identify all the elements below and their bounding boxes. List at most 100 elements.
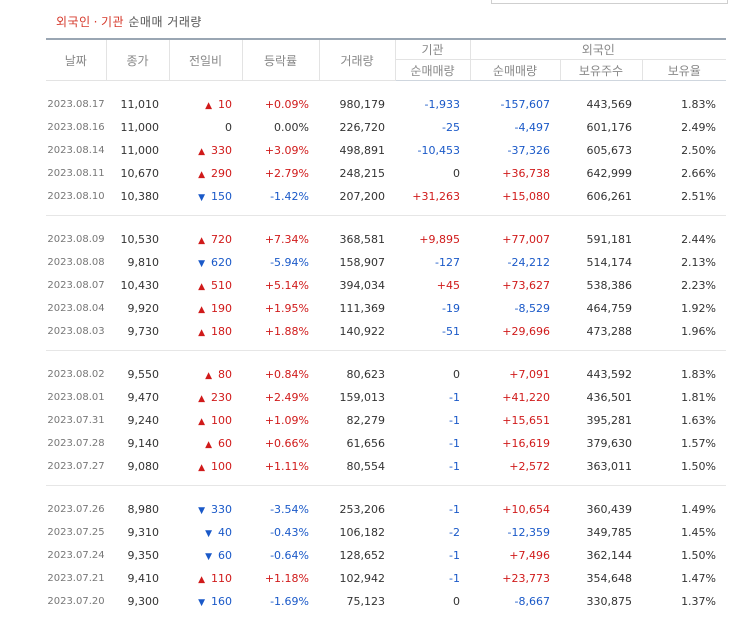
cell-foreign-net: -24,212 [470,251,560,274]
cell-rate: +3.09% [242,139,319,162]
row-gap [46,351,726,364]
change-value: 620 [211,256,232,269]
cell-rate: +2.49% [242,386,319,409]
cell-foreign-ratio: 2.66% [642,162,726,185]
cell-close: 9,550 [106,363,169,386]
up-triangle-icon: ▲ [205,101,212,111]
up-triangle-icon: ▲ [198,170,205,180]
up-triangle-icon: ▲ [205,371,212,381]
cell-date: 2023.08.14 [46,139,106,162]
cell-close: 10,380 [106,185,169,208]
change-value: 290 [211,167,232,180]
cell-change: ▲100 [169,409,242,432]
cell-date: 2023.08.17 [46,93,106,116]
down-triangle-icon: ▼ [198,598,205,608]
cell-rate: -3.54% [242,498,319,521]
cell-foreign-shares: 605,673 [560,139,642,162]
cell-foreign-shares: 642,999 [560,162,642,185]
cell-rate: +7.34% [242,228,319,251]
cell-inst-net: -1,933 [395,93,470,116]
cell-foreign-net: -157,607 [470,93,560,116]
cell-foreign-ratio: 2.23% [642,274,726,297]
cell-foreign-shares: 349,785 [560,521,642,544]
cell-volume: 253,206 [319,498,395,521]
cell-close: 9,080 [106,455,169,478]
up-triangle-icon: ▲ [198,575,205,585]
header-close: 종가 [106,39,169,81]
cell-change: ▲ 110 [169,567,242,590]
cell-date: 2023.07.27 [46,455,106,478]
cell-volume: 368,581 [319,228,395,251]
cell-close: 9,300 [106,590,169,613]
cell-volume: 61,656 [319,432,395,455]
cell-volume: 498,891 [319,139,395,162]
row-gap [46,216,726,229]
cell-rate: -1.42% [242,185,319,208]
cell-change: ▼160 [169,590,242,613]
cell-inst-net: -127 [395,251,470,274]
header-volume: 거래량 [319,39,395,81]
cell-close: 11,000 [106,116,169,139]
cell-close: 9,730 [106,320,169,343]
cell-rate: +0.84% [242,363,319,386]
top-search-box-edge [491,0,728,4]
cell-close: 9,240 [106,409,169,432]
cell-foreign-ratio: 1.57% [642,432,726,455]
cell-rate: +1.18% [242,567,319,590]
cell-foreign-net: -12,359 [470,521,560,544]
cell-change: ▲ 290 [169,162,242,185]
cell-change: 0 [169,116,242,139]
cell-foreign-net: -37,326 [470,139,560,162]
change-value: 190 [211,302,232,315]
cell-date: 2023.07.21 [46,567,106,590]
cell-volume: 394,034 [319,274,395,297]
cell-close: 9,140 [106,432,169,455]
title-separator: · [94,15,98,29]
cell-foreign-shares: 363,011 [560,455,642,478]
cell-foreign-ratio: 1.81% [642,386,726,409]
cell-foreign-net: +73,627 [470,274,560,297]
cell-foreign-ratio: 1.63% [642,409,726,432]
cell-close: 10,670 [106,162,169,185]
cell-volume: 128,652 [319,544,395,567]
cell-change: ▲180 [169,320,242,343]
header-change: 전일비 [169,39,242,81]
header-inst-net: 순매매량 [395,60,470,81]
cell-change: ▲60 [169,432,242,455]
change-value: 150 [211,190,232,203]
trading-table: 날짜 종가 전일비 등락률 거래량 기관 외국인 순매매량 순매매량 보유주수 … [46,38,726,620]
change-value: 720 [211,233,232,246]
cell-rate: +1.11% [242,455,319,478]
cell-foreign-shares: 606,261 [560,185,642,208]
cell-inst-net: -25 [395,116,470,139]
cell-date: 2023.08.08 [46,251,106,274]
cell-inst-net: -1 [395,544,470,567]
cell-foreign-ratio: 1.92% [642,297,726,320]
cell-foreign-shares: 360,439 [560,498,642,521]
cell-date: 2023.08.03 [46,320,106,343]
down-triangle-icon: ▼ [198,193,205,203]
group-separator [46,613,726,620]
change-value: 10 [218,98,232,111]
group-separator [46,343,726,351]
change-value: 110 [211,572,232,585]
cell-volume: 226,720 [319,116,395,139]
cell-rate: 0.00% [242,116,319,139]
cell-change: ▲ 10 [169,93,242,116]
cell-close: 9,350 [106,544,169,567]
cell-close: 10,530 [106,228,169,251]
cell-inst-net: -1 [395,409,470,432]
header-foreign-net: 순매매량 [470,60,560,81]
cell-foreign-ratio: 1.47% [642,567,726,590]
cell-foreign-ratio: 2.51% [642,185,726,208]
up-triangle-icon: ▲ [198,282,205,292]
